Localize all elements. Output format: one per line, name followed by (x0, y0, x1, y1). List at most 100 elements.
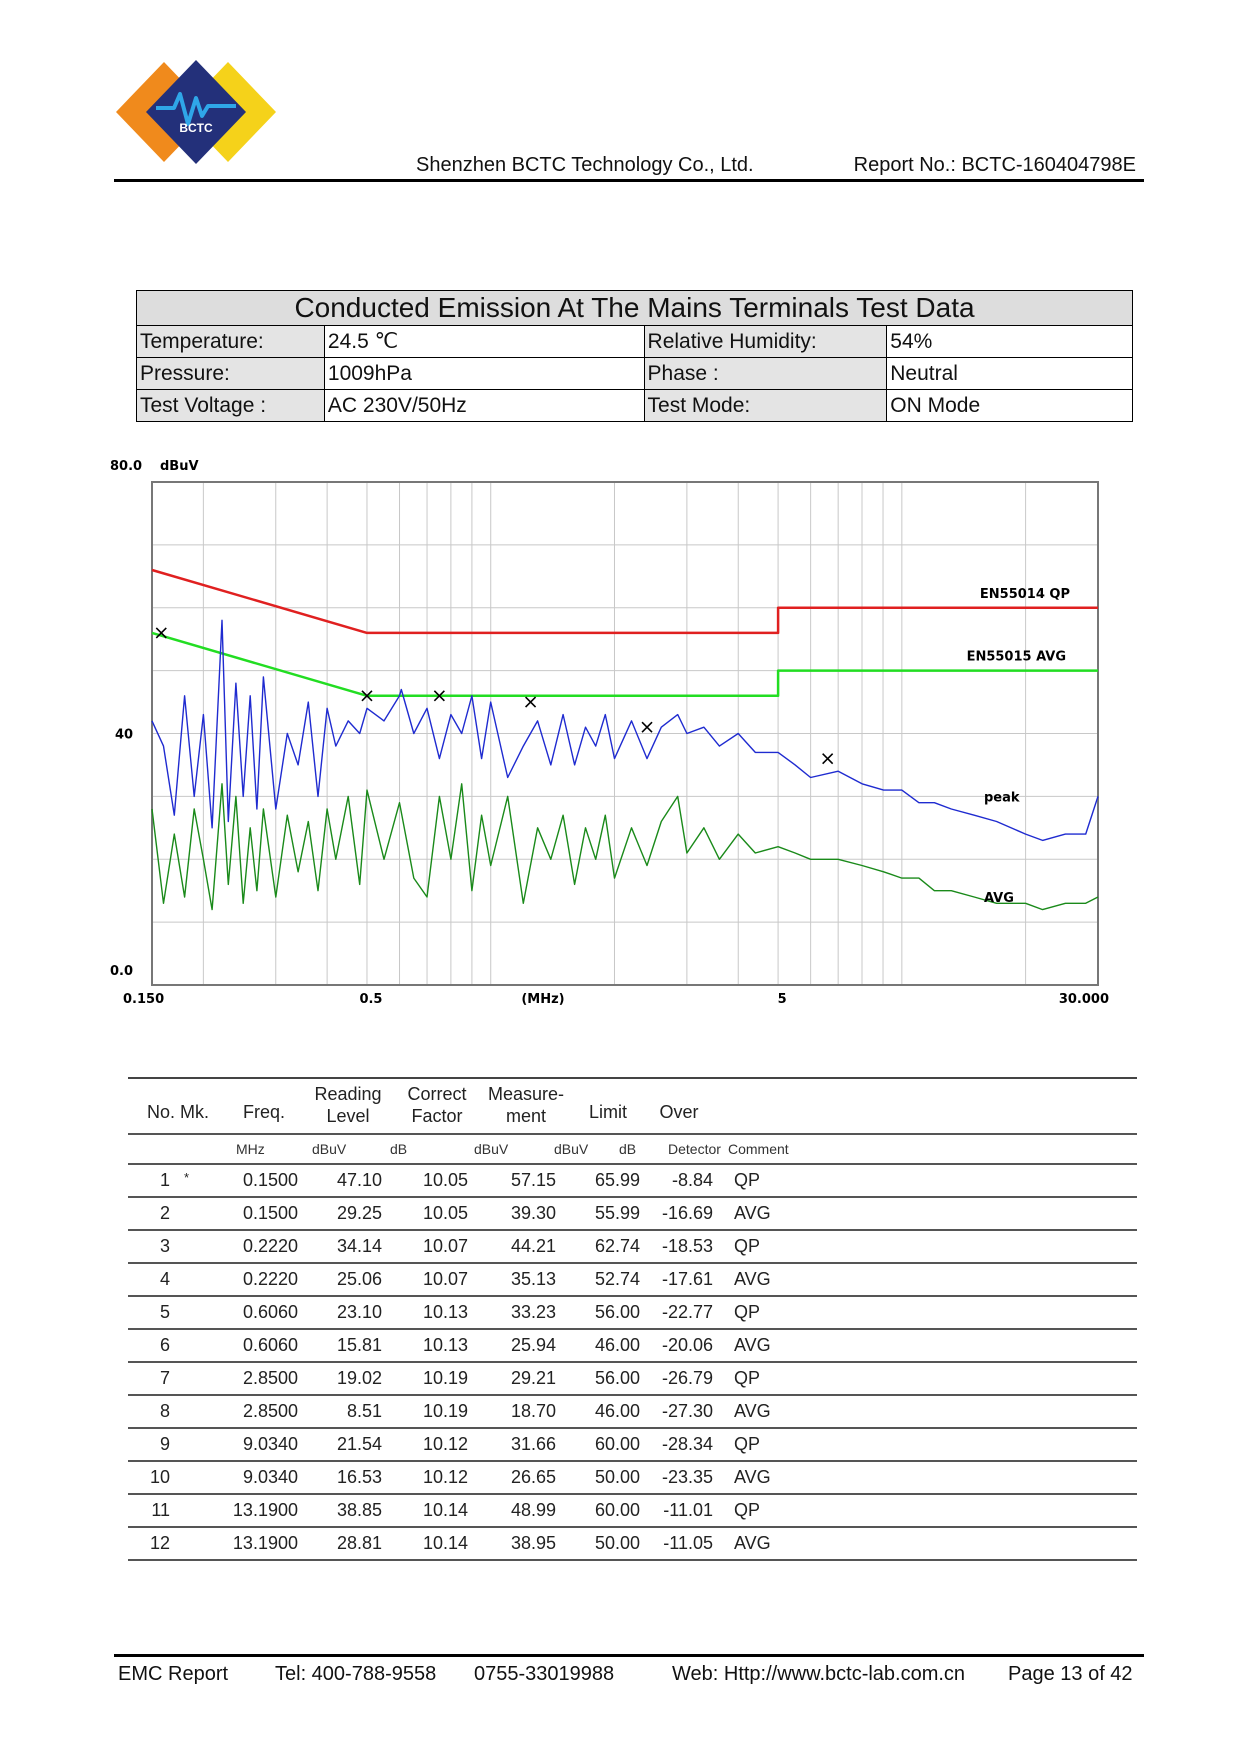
row-detector: QP (734, 1170, 761, 1190)
y-axis-unit-label: dBuV (160, 459, 199, 474)
row-measurement: 18.70 (510, 1401, 556, 1421)
row-detector: QP (734, 1368, 761, 1388)
row-measurement: 39.30 (510, 1203, 556, 1223)
test-mode-label: Test Mode: (643, 389, 888, 422)
row-measurement: 48.99 (510, 1500, 556, 1520)
row-number: 2 (159, 1203, 170, 1223)
row-correct-factor: 10.12 (422, 1467, 468, 1487)
column-header-line: Correct (407, 1084, 467, 1104)
row-measurement: 25.94 (510, 1335, 556, 1355)
row-number: 5 (159, 1302, 170, 1322)
table-row: 6 0.6060 15.81 10.13 25.94 46.00 -20.06 AVG (128, 1330, 1137, 1363)
series-line-en55015-avg (151, 631, 1098, 698)
test-voltage-label: Test Voltage : (136, 389, 325, 422)
row-frequency: 0.2220 (242, 1236, 298, 1256)
row-detector: QP (734, 1236, 761, 1256)
row-over: -27.30 (661, 1401, 713, 1421)
company-logo: BCTC (116, 60, 276, 164)
row-correct-factor: 10.13 (422, 1302, 468, 1322)
row-reading-level: 38.85 (336, 1500, 382, 1520)
table-row: 9 9.0340 21.54 10.12 31.66 60.00 -28.34 QP (128, 1429, 1137, 1462)
emission-chart: 80.0 40 0.0 dBuV 0.150 0.5 5 30.000 (MHz) EN55014… (110, 459, 1109, 1007)
row-correct-factor: 10.07 (422, 1236, 468, 1256)
row-reading-level: 16.53 (336, 1467, 382, 1487)
row-reading-level: 23.10 (336, 1302, 382, 1322)
column-header-limit: Limit (548, 1101, 668, 1123)
row-over: -18.53 (661, 1236, 713, 1256)
row-over: -17.61 (661, 1269, 713, 1289)
row-frequency: 0.6060 (242, 1335, 298, 1355)
column-header-line: Limit (588, 1102, 627, 1122)
logo-text: BCTC (179, 121, 213, 135)
footer-tel: Tel: 400-788-9558 (275, 1663, 437, 1685)
row-limit: 56.00 (594, 1302, 640, 1322)
row-limit: 46.00 (594, 1401, 640, 1421)
peak-marker (822, 753, 834, 765)
row-reading-level: 47.10 (336, 1170, 382, 1190)
row-over: -28.34 (661, 1434, 713, 1454)
column-header-freq: Freq. (204, 1101, 324, 1123)
row-over: -11.05 (663, 1533, 713, 1553)
row-detector: QP (734, 1500, 761, 1520)
column-header-line: Measure- (487, 1084, 565, 1104)
table-row: 11 13.1900 38.85 10.14 48.99 60.00 -11.01 QP (128, 1495, 1137, 1528)
row-correct-factor: 10.12 (422, 1434, 468, 1454)
peak-marker (641, 721, 653, 733)
column-header-line: Freq. (242, 1102, 285, 1122)
row-frequency: 13.1900 (232, 1500, 298, 1520)
row-limit: 60.00 (594, 1500, 640, 1520)
units-label: dB (619, 1141, 637, 1157)
row-number: 11 (151, 1500, 170, 1520)
row-correct-factor: 10.07 (422, 1269, 468, 1289)
row-number: 9 (159, 1434, 170, 1454)
row-detector: QP (734, 1302, 761, 1322)
row-limit: 50.00 (594, 1467, 640, 1487)
table-row: 4 0.2220 25.06 10.07 35.13 52.74 -17.61 AVG (128, 1264, 1137, 1297)
row-correct-factor: 10.05 (422, 1203, 468, 1223)
column-header-line: Level (326, 1106, 370, 1126)
row-correct-factor: 10.14 (422, 1533, 468, 1553)
units-label: MHz (236, 1141, 265, 1157)
row-measurement: 35.13 (510, 1269, 556, 1289)
row-over: -11.01 (663, 1500, 713, 1520)
row-detector: AVG (734, 1203, 771, 1223)
row-over: -8.84 (671, 1170, 713, 1190)
annotation-avg: AVG (984, 891, 1014, 906)
series-line-peak (151, 619, 1099, 842)
test-mode-value: ON Mode (886, 389, 1133, 422)
column-header-reading: Reading Level (288, 1083, 408, 1127)
row-reading-level: 28.81 (336, 1533, 382, 1553)
units-label: Detector (668, 1141, 721, 1157)
row-correct-factor: 10.05 (422, 1170, 468, 1190)
results-body: 1 * 0.1500 47.10 10.05 57.15 65.99 -8.84 QP 2 0.15… (128, 1165, 1137, 1561)
y-tick-label: 0.0 (110, 964, 133, 979)
footer-tel-2: 0755-33019988 (474, 1663, 615, 1685)
x-tick-label: 0.5 (359, 992, 382, 1007)
table-row: 3 0.2220 34.14 10.07 44.21 62.74 -18.53 QP (128, 1231, 1137, 1264)
row-limit: 60.00 (594, 1434, 640, 1454)
column-header-factor: Correct Factor (377, 1083, 497, 1127)
series-line-avg (151, 783, 1099, 911)
logo-navy-diamond (146, 60, 246, 164)
row-number: 10 (149, 1467, 170, 1487)
row-frequency: 2.8500 (242, 1401, 298, 1421)
row-mark: * (184, 1170, 190, 1185)
row-number: 1 (159, 1170, 170, 1190)
row-over: -16.69 (661, 1203, 713, 1223)
row-number: 12 (149, 1533, 170, 1553)
row-reading-level: 34.14 (336, 1236, 382, 1256)
row-measurement: 44.21 (510, 1236, 556, 1256)
row-number: 6 (159, 1335, 170, 1355)
row-measurement: 33.23 (510, 1302, 556, 1322)
column-header-measure: Measure-ment (466, 1083, 586, 1127)
row-over: -22.77 (661, 1302, 713, 1322)
x-tick-label: 0.150 (123, 992, 164, 1007)
column-header-line: ment (505, 1106, 547, 1126)
peak-marker (155, 627, 167, 639)
column-header-line: No. Mk. (146, 1102, 209, 1122)
annotation-peak: peak (984, 790, 1020, 805)
row-frequency: 0.1500 (242, 1203, 298, 1223)
table-row: 10 9.0340 16.53 10.12 26.65 50.00 -23.35 AVG (128, 1462, 1137, 1495)
row-over: -20.06 (661, 1335, 713, 1355)
row-over: -23.35 (661, 1467, 713, 1487)
